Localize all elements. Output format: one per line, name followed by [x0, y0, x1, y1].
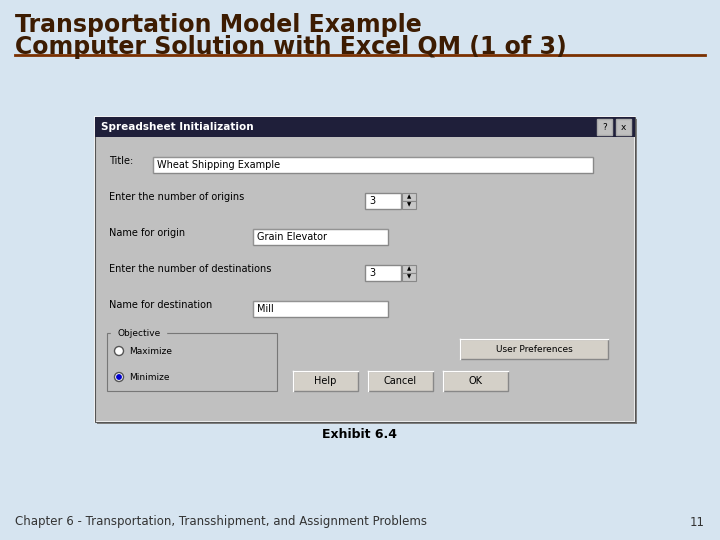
Text: Transportation Model Example: Transportation Model Example: [15, 13, 422, 37]
Circle shape: [117, 375, 121, 379]
FancyBboxPatch shape: [107, 333, 277, 391]
Text: Maximize: Maximize: [129, 347, 172, 355]
FancyBboxPatch shape: [402, 273, 416, 281]
FancyBboxPatch shape: [616, 119, 631, 135]
Text: OK: OK: [469, 376, 482, 386]
FancyBboxPatch shape: [253, 229, 388, 245]
FancyBboxPatch shape: [153, 157, 593, 173]
Text: ▼: ▼: [407, 274, 411, 280]
Text: Objective: Objective: [117, 328, 161, 338]
FancyBboxPatch shape: [368, 371, 433, 391]
FancyBboxPatch shape: [402, 201, 416, 209]
Circle shape: [114, 347, 124, 355]
Text: Title:: Title:: [109, 156, 133, 166]
Text: 3: 3: [369, 268, 375, 278]
Text: Help: Help: [315, 376, 337, 386]
FancyBboxPatch shape: [443, 371, 508, 391]
Text: 3: 3: [369, 196, 375, 206]
FancyBboxPatch shape: [365, 265, 401, 281]
FancyBboxPatch shape: [402, 265, 416, 273]
Text: Enter the number of destinations: Enter the number of destinations: [109, 264, 271, 274]
FancyBboxPatch shape: [365, 193, 401, 209]
Text: Wheat Shipping Example: Wheat Shipping Example: [157, 160, 280, 170]
Text: Computer Solution with Excel QM (1 of 3): Computer Solution with Excel QM (1 of 3): [15, 35, 567, 59]
Text: Mill: Mill: [257, 304, 274, 314]
Text: Enter the number of origins: Enter the number of origins: [109, 192, 244, 202]
FancyBboxPatch shape: [293, 371, 358, 391]
Text: ▼: ▼: [407, 202, 411, 207]
Text: ▲: ▲: [407, 194, 411, 199]
FancyBboxPatch shape: [95, 117, 635, 422]
Text: Chapter 6 - Transportation, Transshipment, and Assignment Problems: Chapter 6 - Transportation, Transshipmen…: [15, 516, 427, 529]
Text: ?: ?: [602, 123, 607, 132]
FancyBboxPatch shape: [460, 339, 608, 359]
Text: x: x: [621, 123, 626, 132]
Text: Minimize: Minimize: [129, 373, 169, 381]
Text: Name for destination: Name for destination: [109, 300, 212, 310]
Text: Cancel: Cancel: [384, 376, 417, 386]
Circle shape: [114, 373, 124, 381]
Text: Name for origin: Name for origin: [109, 228, 185, 238]
FancyBboxPatch shape: [95, 117, 635, 137]
Text: 11: 11: [690, 516, 705, 529]
Text: Exhibit 6.4: Exhibit 6.4: [323, 429, 397, 442]
Text: User Preferences: User Preferences: [495, 345, 572, 354]
FancyBboxPatch shape: [97, 119, 637, 424]
FancyBboxPatch shape: [597, 119, 612, 135]
Text: ▲: ▲: [407, 267, 411, 272]
FancyBboxPatch shape: [253, 301, 388, 317]
FancyBboxPatch shape: [402, 193, 416, 201]
Text: Grain Elevator: Grain Elevator: [257, 232, 327, 242]
Text: Spreadsheet Initialization: Spreadsheet Initialization: [101, 122, 253, 132]
